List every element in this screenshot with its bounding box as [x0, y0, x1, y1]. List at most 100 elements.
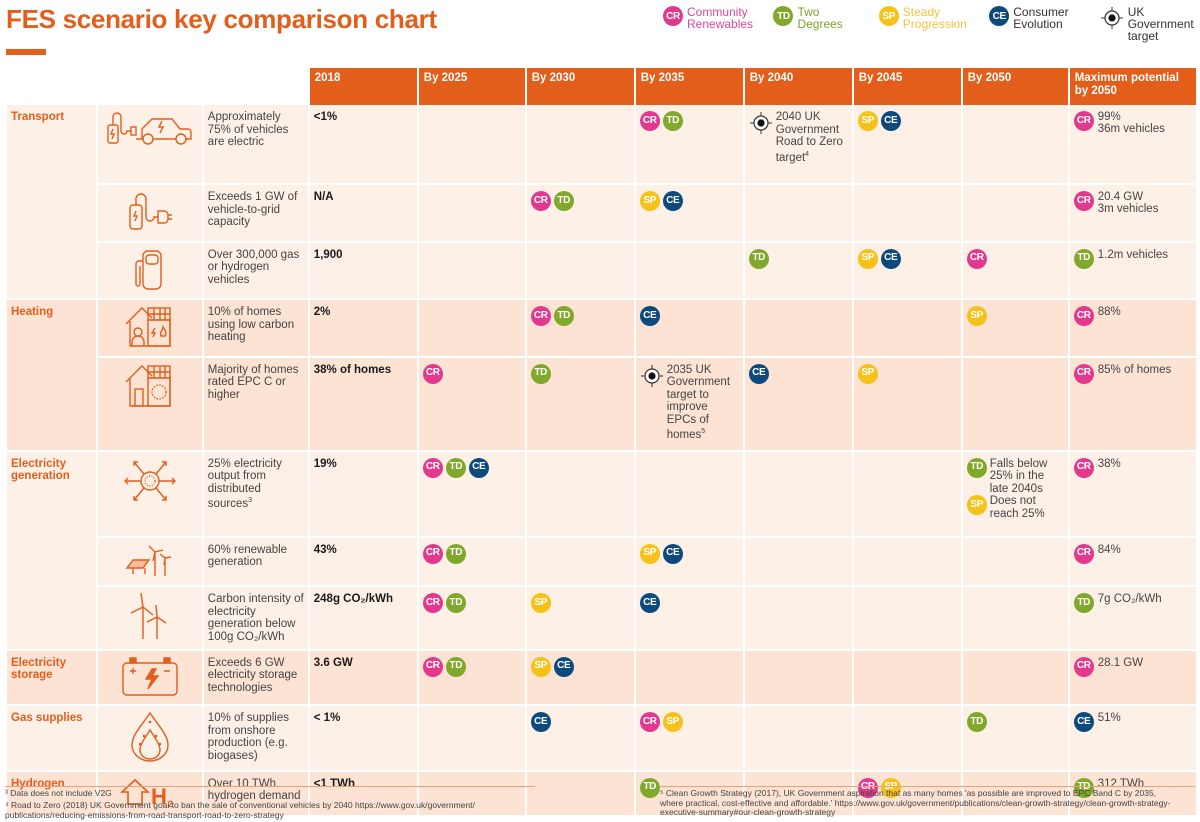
badge-sp: SP [878, 6, 899, 26]
description-text: Exceeds 6 GW electricity storage technol… [207, 656, 298, 694]
badge-ce: CE [639, 306, 660, 326]
milestone-cell [853, 537, 961, 587]
footnote-5: ⁵ Clean Growth Strategy (2017), UK Gover… [660, 788, 1171, 817]
badge-sp: SP [966, 306, 987, 326]
milestone-cell: CE [635, 587, 743, 651]
indicator-description: 25% electricity output from distributed … [203, 451, 308, 538]
milestone-cell: CE [526, 706, 634, 772]
header-2030: By 2030 [526, 68, 634, 105]
milestone-cell: CE [635, 300, 743, 358]
vehicle-to-grid-plug-icon [120, 193, 180, 236]
milestone-cell: CR TD [418, 587, 525, 651]
legend-item-td: TD Two Degrees [773, 6, 864, 30]
badge-ce: CE [639, 593, 660, 613]
max-potential-value: 38% [1097, 457, 1121, 470]
milestone-cell: TD [744, 242, 852, 300]
comparison-table: 2018 By 2025 By 2030 By 2035 By 2040 By … [5, 68, 1198, 817]
badge-ce: CE [662, 191, 683, 211]
milestone-cell: CR TD [418, 537, 525, 587]
header-2040: By 2040 [744, 68, 852, 105]
indicator-description: Over 10 TWh hydrogen demand [203, 771, 308, 817]
milestone-cell [635, 650, 743, 706]
row-icon [97, 300, 202, 358]
title-accent-bar [6, 49, 46, 55]
indicator-description: 10% of homes using low carbon heating [203, 300, 308, 358]
baseline-2018: 248g CO₂/kWh [309, 587, 417, 651]
milestone-cell [418, 105, 525, 185]
milestone-cell [526, 105, 634, 185]
legend: CR Community Renewables TD Two Degrees SP Ste… [663, 6, 1200, 42]
solar-wind-icon [125, 545, 175, 581]
milestone-cell [744, 650, 852, 706]
legend-label: Two Degrees [797, 5, 843, 31]
indicator-description: Exceeds 1 GW of vehicle-to-grid capacity [203, 185, 308, 243]
battery-icon [120, 656, 180, 700]
milestone-cell: SP [526, 587, 634, 651]
indicator-description: Over 300,000 gas or hydrogen vehicles [203, 242, 308, 300]
milestone-cell: CR TD CE [418, 451, 525, 538]
badge-cr: CR [422, 656, 443, 677]
description-text: Carbon intensity of electricity generati… [207, 593, 304, 643]
milestone-cell: 2035 UK Government target to improve EPC… [635, 357, 743, 452]
table-row: Electricity generation 25% electricity ou… [7, 451, 1196, 651]
legend-label: UK Government target [1127, 5, 1194, 43]
max-potential-value: 28.1 GW [1097, 656, 1144, 669]
milestone-cell [526, 451, 634, 538]
milestone-cell: TD [526, 357, 634, 452]
fuel-pump-icon [125, 249, 175, 294]
scenario-note-text: Does not reach 25% [989, 495, 1045, 520]
milestone-cell [744, 451, 852, 538]
baseline-2018: < 1% [309, 706, 417, 772]
page-title: FES scenario key comparison chart [6, 4, 437, 34]
badge-cr: CR [1073, 363, 1094, 384]
milestone-cell [744, 185, 852, 243]
category-label: Electricity generation [7, 451, 96, 651]
milestone-cell [962, 771, 1068, 817]
table-row: Gas supplies 10% of supplies from onshore… [7, 706, 1196, 772]
legend-item-ce: CE Consumer Evolution [989, 6, 1085, 30]
header-row: 2018 By 2025 By 2030 By 2035 By 2040 By … [7, 68, 1196, 105]
max-potential-cell: TD 7g CO₂/kWh [1069, 587, 1196, 651]
milestone-cell: TD Falls below 25% in the late 2040s SP Doe… [962, 451, 1068, 538]
description-text: Majority of homes rated EPC C or higher [207, 363, 299, 401]
target-icon [749, 111, 773, 139]
badge-td: TD [530, 363, 551, 384]
badge-cr: CR [966, 248, 987, 269]
badge-cr: CR [1073, 543, 1094, 564]
footnote-divider-left [5, 786, 535, 787]
milestone-cell [853, 587, 961, 651]
badge-cr: CR [422, 593, 443, 613]
table-row: Electricity storage Exceeds 6 GW electric… [7, 650, 1196, 706]
badge-cr: CR [1073, 111, 1094, 131]
badge-ce: CE [880, 248, 901, 269]
legend-label: Consumer Evolution [1013, 5, 1069, 31]
legend-item-sp: SP Steady Progression [878, 6, 975, 30]
electric-car-charger-icon [104, 112, 196, 152]
milestone-cell [744, 537, 852, 587]
low-carbon-home-icon [122, 307, 178, 351]
max-potential-cell: CR 38% [1069, 451, 1196, 538]
header-2035: By 2035 [635, 68, 743, 105]
badge-sp: SP [639, 191, 660, 211]
milestone-cell: CR [962, 242, 1068, 300]
badge-td: TD [966, 457, 987, 478]
badge-td: TD [639, 777, 660, 798]
badge-sp: SP [857, 248, 878, 269]
milestone-cell [744, 587, 852, 651]
max-potential-cell: CE 51% [1069, 706, 1196, 772]
description-text: 25% electricity output from distributed … [207, 457, 282, 510]
scenario-note: TD Falls below 25% in the late 2040s [966, 457, 1064, 496]
footnote-ref: 5 [701, 428, 706, 435]
indicator-description: 10% of supplies from onshore production … [203, 706, 308, 772]
wind-turbines-icon [125, 592, 175, 644]
milestone-cell [962, 587, 1068, 651]
baseline-2018: 2% [309, 300, 417, 358]
target-icon [640, 364, 664, 392]
badge-cr: CR [663, 6, 683, 26]
footnote-4: ⁴ Road to Zero (2018) UK Government goal… [5, 800, 475, 820]
scenario-note: SP Does not reach 25% [966, 495, 1064, 520]
badge-ce: CE [748, 363, 769, 384]
target-note: 2035 UK Government target to improve EPC… [667, 364, 739, 442]
